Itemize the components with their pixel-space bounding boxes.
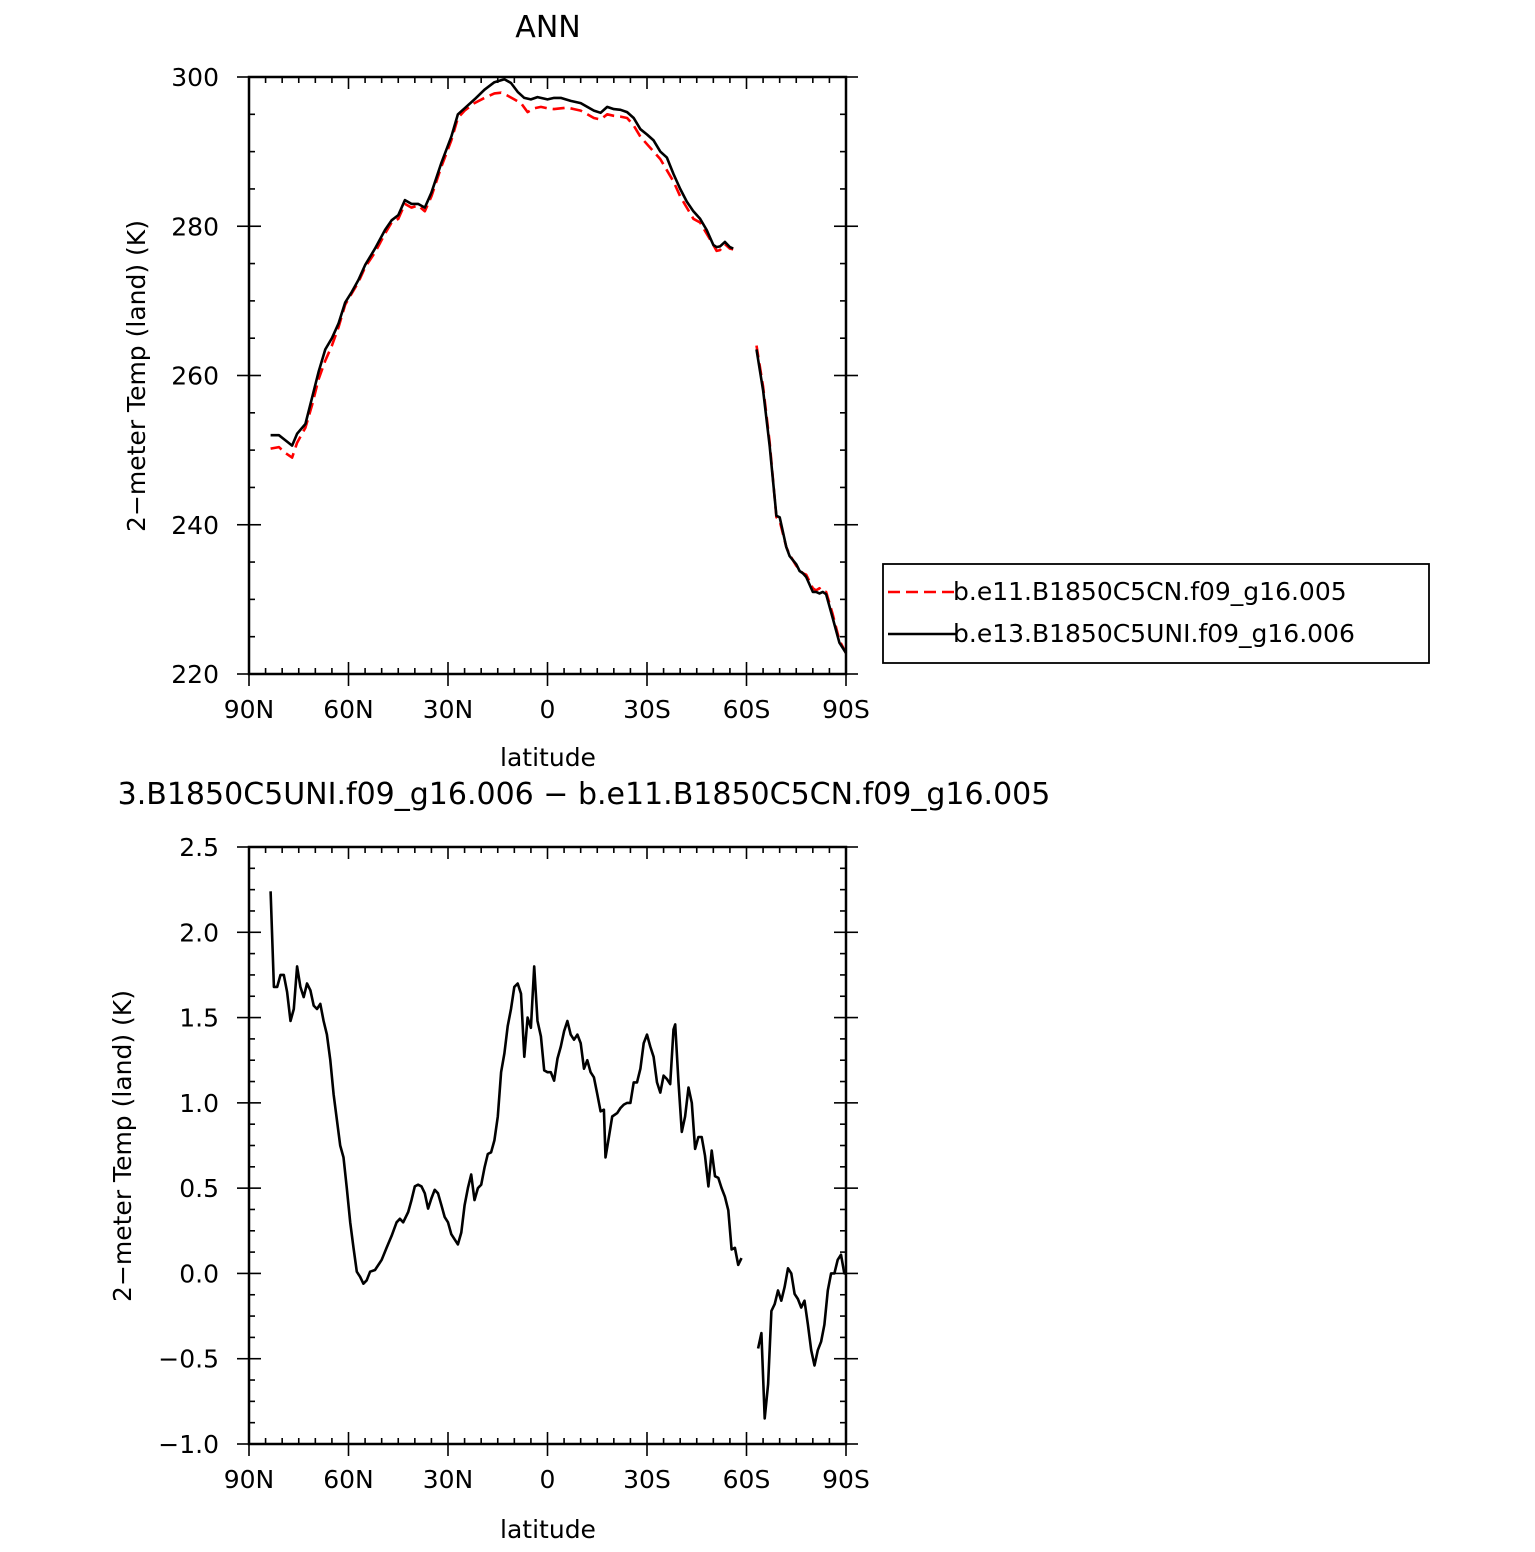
bottom-plot-frame xyxy=(247,845,848,1446)
x-tick-label: 90N xyxy=(224,695,275,724)
series-2-line-segment-2 xyxy=(755,349,848,654)
series-1-line-segment-1 xyxy=(269,891,743,1285)
x-tick-label: 60N xyxy=(323,695,374,724)
bottom-y-axis-label: 2−meter Temp (land) (K) xyxy=(108,990,137,1302)
top-panel: ANN 90N 60N 30N 0 30S 60S 90S 220 240 260 280 300 l… xyxy=(122,10,870,772)
y-tick-label: 300 xyxy=(171,63,219,92)
y-tick-label: 2.0 xyxy=(179,918,219,947)
series-2-line-segment-1 xyxy=(270,77,734,447)
x-tick-label: 30N xyxy=(423,695,474,724)
top-chart-tick-labels: 90N 60N 30N 0 30S 60S 90S 220 240 260 280 300 xyxy=(171,63,870,724)
series-1-line-segment-1 xyxy=(270,91,734,459)
y-tick-label: 1.5 xyxy=(179,1004,219,1033)
x-tick-label: 0 xyxy=(540,695,556,724)
top-chart-series xyxy=(270,77,848,654)
x-tick-label: 60S xyxy=(723,695,771,724)
x-tick-label: 30S xyxy=(623,695,671,724)
top-chart-title: ANN xyxy=(515,10,580,45)
legend-label-series-2: b.e13.B1850C5UNI.f09_g16.006 xyxy=(953,619,1355,648)
x-tick-label: 0 xyxy=(540,1465,556,1494)
legend-box xyxy=(882,563,1430,664)
legend-label-series-1: b.e11.B1850C5CN.f09_g16.005 xyxy=(953,577,1347,606)
top-plot-frame xyxy=(247,75,848,676)
x-tick-label: 30S xyxy=(623,1465,671,1494)
y-tick-label: 2.5 xyxy=(179,833,219,862)
x-tick-label: 90S xyxy=(822,1465,870,1494)
bottom-chart-series xyxy=(269,891,846,1420)
x-tick-label: 90S xyxy=(822,695,870,724)
y-tick-label: 260 xyxy=(171,362,219,391)
x-tick-label: 60S xyxy=(723,1465,771,1494)
y-tick-label: 0.0 xyxy=(179,1259,219,1288)
bottom-x-axis-label: latitude xyxy=(500,1515,596,1544)
y-tick-label: 280 xyxy=(171,212,219,241)
y-tick-label: −0.5 xyxy=(158,1345,219,1374)
series-1-line-segment-2 xyxy=(755,345,848,654)
top-y-axis-label: 2−meter Temp (land) (K) xyxy=(122,220,151,532)
top-chart-ticks xyxy=(237,76,858,686)
y-tick-label: −1.0 xyxy=(158,1430,219,1459)
legend: b.e11.B1850C5CN.f09_g16.005 b.e13.B1850C… xyxy=(882,563,1430,664)
x-tick-label: 30N xyxy=(423,1465,474,1494)
bottom-chart-ticks xyxy=(237,846,858,1456)
bottom-chart-title: 3.B1850C5UNI.f09_g16.006 − b.e11.B1850C5… xyxy=(118,777,1051,812)
top-x-axis-label: latitude xyxy=(500,743,596,772)
bottom-panel: 3.B1850C5UNI.f09_g16.006 − b.e11.B1850C5… xyxy=(108,777,1050,1544)
x-tick-label: 60N xyxy=(323,1465,374,1494)
y-tick-label: 240 xyxy=(171,511,219,540)
x-tick-label: 90N xyxy=(224,1465,275,1494)
series-1-line-segment-2 xyxy=(756,1253,846,1420)
y-tick-label: 1.0 xyxy=(179,1089,219,1118)
y-tick-label: 220 xyxy=(171,660,219,689)
bottom-chart-tick-labels: 90N 60N 30N 0 30S 60S 90S −1.0 −0.5 0.0 0.5 1.0 1.5 2… xyxy=(158,833,870,1494)
y-tick-label: 0.5 xyxy=(179,1174,219,1203)
